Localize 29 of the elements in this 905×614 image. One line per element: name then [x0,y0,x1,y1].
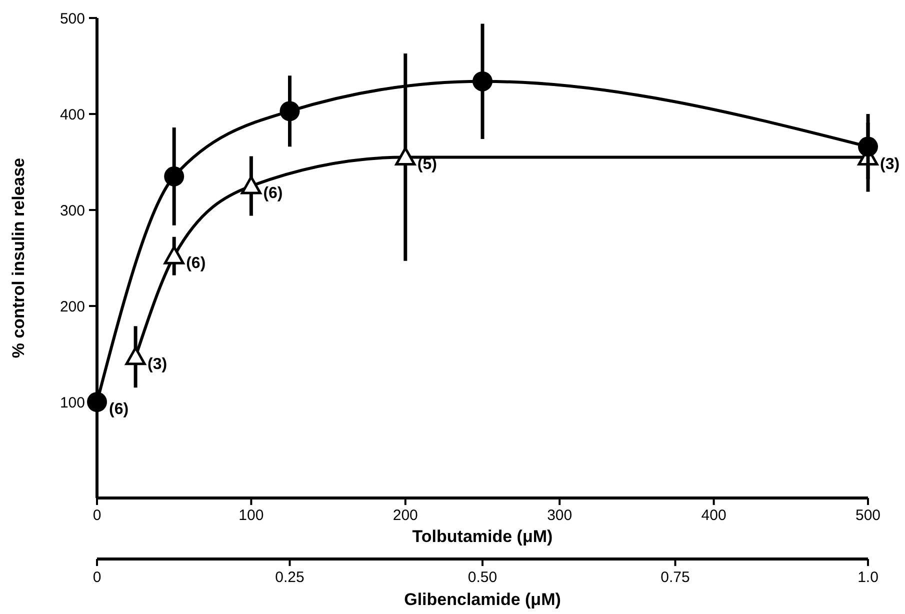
y-tick-label: 300 [60,202,85,220]
x2-tick-label: 0.50 [468,569,498,586]
x2-tick-label: 0.75 [660,569,690,586]
x2-tick-label: 1.0 [858,569,878,586]
y-tick-label: 200 [60,298,85,316]
y-tick-label: 500 [60,10,85,28]
annotation: (3) [880,156,900,174]
annotation: (6) [263,185,283,202]
y-tick-label: 100 [60,394,85,412]
y-tick-label: 400 [60,106,85,124]
x-tick-label: 400 [701,507,726,524]
x-tick-label: 0 [92,507,102,524]
x2-tick-label: 0 [92,569,102,586]
point [858,136,878,157]
point [164,166,184,186]
x-axis-title: Tolbutamide (μM) [412,527,553,546]
y-axis-title: % control insulin release [9,158,28,358]
annotation: (6) [109,401,129,418]
x2-axis-title: Glibenclamide (μM) [404,590,561,609]
x-tick-label: 500 [855,507,881,524]
x2-tick-label: 0.25 [275,569,304,586]
point [280,101,300,122]
x-tick-label: 200 [392,507,418,524]
x-tick-label: 100 [238,507,264,524]
x-tick-label: 300 [547,507,572,524]
point [87,392,107,412]
point [472,71,492,92]
annotation: (3) [148,356,168,373]
annotation: (6) [186,255,206,272]
